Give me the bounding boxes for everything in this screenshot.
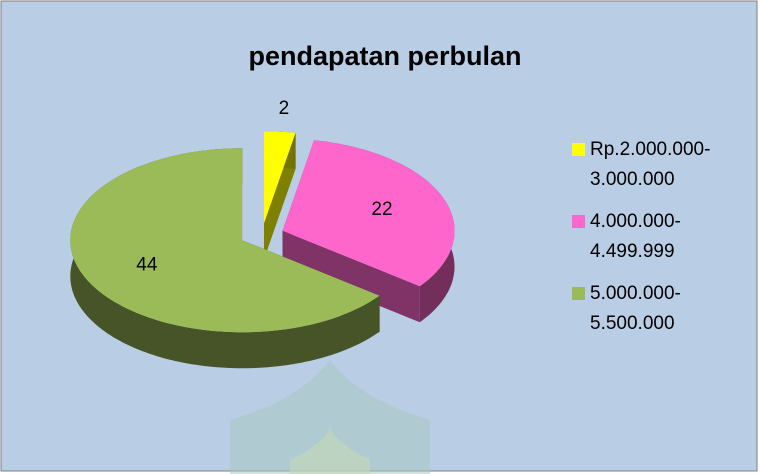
legend-swatch — [572, 143, 585, 156]
legend-item: 5.000.000-5.500.000 — [572, 279, 742, 339]
legend-item: 4.000.000-4.499.999 — [572, 207, 742, 267]
slice-side — [282, 230, 420, 323]
watermark — [290, 425, 370, 474]
legend-item: Rp.2.000.000-3.000.000 — [572, 135, 742, 195]
slice — [264, 131, 296, 224]
legend: Rp.2.000.000-3.000.000 4.000.000-4.499.99… — [572, 135, 742, 351]
legend-swatch — [572, 287, 585, 300]
legend-label: Rp.2.000.000-3.000.000 — [590, 139, 711, 190]
legend-swatch — [572, 215, 585, 228]
slice-wall — [70, 148, 380, 369]
data-label: 22 — [371, 199, 392, 220]
slice — [282, 140, 455, 287]
chart-title: pendapatan perbulan — [248, 41, 521, 71]
watermark — [230, 360, 430, 474]
data-label: 44 — [136, 255, 158, 276]
legend-label: 5.000.000-5.500.000 — [590, 283, 681, 334]
data-label: 2 — [279, 98, 290, 119]
slice — [70, 148, 380, 333]
legend-label: 4.000.000-4.499.999 — [590, 211, 681, 262]
